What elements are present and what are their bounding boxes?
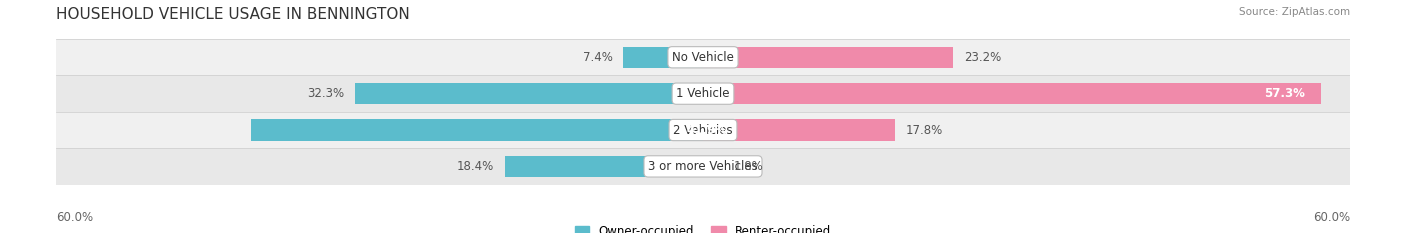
Bar: [56, 112, 1350, 148]
Text: 1 Vehicle: 1 Vehicle: [676, 87, 730, 100]
Text: 41.9%: 41.9%: [688, 123, 728, 137]
Text: 60.0%: 60.0%: [1313, 211, 1350, 224]
Bar: [623, 47, 703, 68]
Text: 32.3%: 32.3%: [307, 87, 344, 100]
Bar: [56, 148, 1350, 185]
Bar: [703, 120, 894, 140]
Bar: [252, 120, 703, 140]
Bar: [703, 156, 723, 177]
Bar: [354, 83, 703, 104]
Text: 2 Vehicles: 2 Vehicles: [673, 123, 733, 137]
Legend: Owner-occupied, Renter-occupied: Owner-occupied, Renter-occupied: [569, 221, 837, 233]
Bar: [703, 47, 953, 68]
Text: 23.2%: 23.2%: [965, 51, 1001, 64]
Text: 57.3%: 57.3%: [1264, 87, 1305, 100]
Bar: [505, 156, 703, 177]
Bar: [56, 75, 1350, 112]
Text: 18.4%: 18.4%: [457, 160, 494, 173]
Bar: [56, 39, 1350, 75]
Text: Source: ZipAtlas.com: Source: ZipAtlas.com: [1239, 7, 1350, 17]
Text: No Vehicle: No Vehicle: [672, 51, 734, 64]
Text: 7.4%: 7.4%: [582, 51, 613, 64]
Bar: [703, 83, 1320, 104]
Text: 3 or more Vehicles: 3 or more Vehicles: [648, 160, 758, 173]
Text: 60.0%: 60.0%: [56, 211, 93, 224]
Text: 17.8%: 17.8%: [905, 123, 943, 137]
Text: 1.8%: 1.8%: [733, 160, 763, 173]
Text: HOUSEHOLD VEHICLE USAGE IN BENNINGTON: HOUSEHOLD VEHICLE USAGE IN BENNINGTON: [56, 7, 411, 22]
